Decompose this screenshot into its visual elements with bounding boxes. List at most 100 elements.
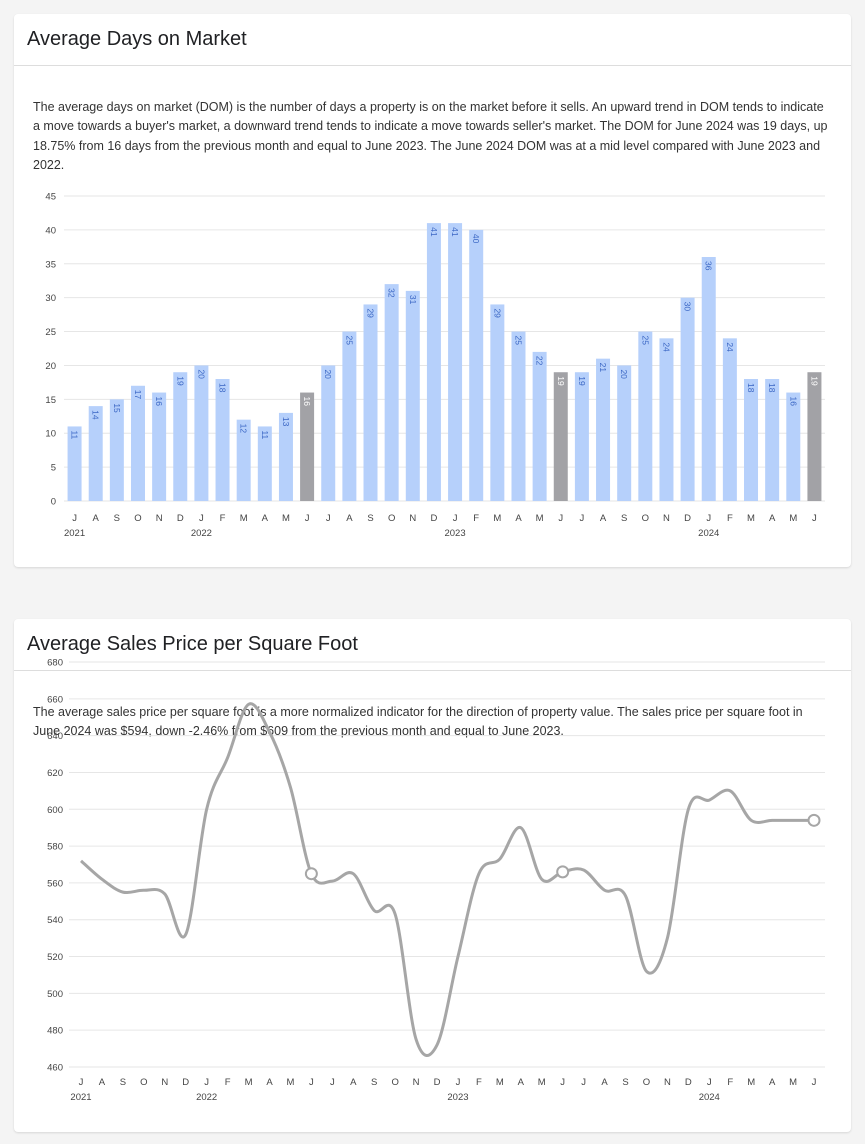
bar <box>532 351 547 501</box>
x-tick-label: J <box>580 513 585 524</box>
y-tick-label: 30 <box>45 293 56 304</box>
price-card: Average Sales Price per Square Foot The … <box>14 619 851 1132</box>
x-tick-label: A <box>350 1077 357 1088</box>
bar <box>553 372 568 501</box>
bar <box>300 392 315 501</box>
y-tick-label: 580 <box>47 842 63 853</box>
x-tick-label: D <box>684 513 691 524</box>
x-tick-label: J <box>812 513 817 524</box>
y-tick-label: 460 <box>47 1063 63 1074</box>
data-point-marker <box>304 867 318 881</box>
x-tick-label: A <box>262 513 269 524</box>
x-tick-label: J <box>558 513 563 524</box>
bar <box>659 338 674 501</box>
x-tick-label: A <box>93 513 100 524</box>
x-tick-label: D <box>182 1077 189 1088</box>
bar-value-label: 32 <box>387 288 397 298</box>
x-tick-label: A <box>769 1077 776 1088</box>
x-tick-label: D <box>685 1077 692 1088</box>
bar <box>194 365 209 501</box>
y-tick-label: 500 <box>47 989 63 1000</box>
x-tick-label: S <box>622 1077 628 1088</box>
x-tick-label: F <box>220 513 226 524</box>
bar <box>384 284 399 501</box>
year-label: 2022 <box>191 528 212 539</box>
y-tick-label: 25 <box>45 327 56 338</box>
x-tick-label: F <box>727 1077 733 1088</box>
bar-value-label: 20 <box>323 369 333 379</box>
x-tick-label: O <box>140 1077 147 1088</box>
bar-value-label: 29 <box>492 308 502 318</box>
bar <box>490 304 505 501</box>
x-tick-label: A <box>99 1077 106 1088</box>
bar-value-label: 17 <box>133 390 143 400</box>
x-tick-label: J <box>581 1077 586 1088</box>
bar <box>765 379 780 501</box>
x-tick-label: J <box>309 1077 314 1088</box>
bar <box>469 229 484 501</box>
x-tick-label: M <box>496 1077 504 1088</box>
x-tick-label: A <box>769 513 776 524</box>
y-tick-label: 0 <box>51 497 56 508</box>
x-tick-label: F <box>225 1077 231 1088</box>
bar-value-label: 30 <box>683 302 693 312</box>
bar <box>701 257 716 501</box>
bar-value-label: 19 <box>175 376 185 386</box>
y-tick-label: 45 <box>45 192 56 203</box>
bar <box>807 372 822 501</box>
y-tick-label: 640 <box>47 731 63 742</box>
bar <box>278 412 293 501</box>
dom-description: The average days on market (DOM) is the … <box>33 100 828 172</box>
bar-value-label: 11 <box>260 430 270 439</box>
y-tick-label: 15 <box>45 395 56 406</box>
x-tick-label: O <box>643 1077 650 1088</box>
bar-value-label: 18 <box>746 383 756 393</box>
x-tick-label: D <box>434 1077 441 1088</box>
x-tick-label: M <box>536 513 544 524</box>
x-tick-label: M <box>747 1077 755 1088</box>
x-tick-label: O <box>391 1077 398 1088</box>
price-line-chart: 460 480 500 520 540 560 580 600 620 640 660 680 J A S O… <box>47 658 825 1103</box>
bar <box>88 406 103 501</box>
x-tick-label: N <box>663 513 670 524</box>
year-label: 2023 <box>444 528 465 539</box>
bar <box>722 338 737 501</box>
dom-title: Average Days on Market <box>27 28 247 50</box>
x-tick-label: M <box>538 1077 546 1088</box>
bar-value-label: 19 <box>556 376 566 386</box>
x-tick-label: J <box>72 513 77 524</box>
x-tick-label: J <box>707 1077 712 1088</box>
x-tick-label: J <box>79 1077 84 1088</box>
x-tick-label: S <box>120 1077 126 1088</box>
x-tick-label: J <box>456 1077 461 1088</box>
x-tick-label: J <box>560 1077 565 1088</box>
bar <box>109 399 124 501</box>
price-card-header: Average Sales Price per Square Foot <box>14 619 851 671</box>
bar-value-label: 20 <box>619 369 629 379</box>
x-tick-label: D <box>177 513 184 524</box>
bar-value-label: 13 <box>281 417 291 427</box>
bar-value-label: 25 <box>640 336 650 346</box>
x-tick-label: F <box>473 513 479 524</box>
x-tick-label: J <box>453 513 458 524</box>
x-tick-label: M <box>789 513 797 524</box>
y-tick-label: 680 <box>47 658 63 669</box>
bar <box>426 223 441 501</box>
dom-card: Average Days on Market The average days … <box>14 14 851 567</box>
bar <box>596 358 611 501</box>
bar-value-label: 25 <box>344 336 354 346</box>
year-label: 2024 <box>698 528 719 539</box>
bar <box>215 379 230 501</box>
dom-card-header: Average Days on Market <box>14 14 851 66</box>
x-tick-label: J <box>326 513 331 524</box>
x-tick-label: A <box>266 1077 273 1088</box>
bar-value-label: 20 <box>196 369 206 379</box>
bar <box>236 419 251 501</box>
y-tick-label: 600 <box>47 805 63 816</box>
x-tick-label: O <box>642 513 649 524</box>
bar-value-label: 16 <box>154 397 164 407</box>
y-tick-label: 5 <box>51 463 56 474</box>
y-tick-label: 10 <box>45 429 56 440</box>
bar <box>342 331 357 501</box>
x-tick-label: S <box>621 513 627 524</box>
